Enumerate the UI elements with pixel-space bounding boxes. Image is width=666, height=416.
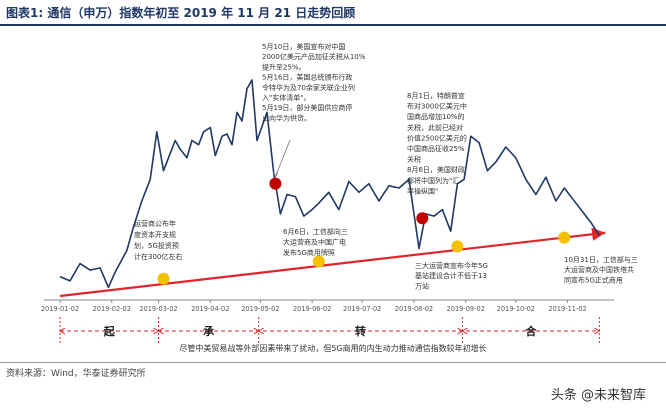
event-marker-yellow-5 bbox=[451, 240, 464, 253]
annotation-line: 国商品增加10%的 bbox=[407, 112, 465, 121]
x-tick-label: 2019-05-02 bbox=[241, 305, 279, 313]
conclusion-caption: 尽管中美贸易战等外部因素带来了扰动，但5G商用的内生动力推动通信指数较年初增长 bbox=[179, 343, 486, 353]
annotation-line: 8月1日，特朗普宣 bbox=[407, 91, 465, 100]
annotation-oct: 10月31日，工信部与三大运营商及中国铁塔共同宣布5G正式商用 bbox=[564, 255, 638, 284]
annotation-line: 价值2500亿美元的 bbox=[407, 133, 467, 142]
annotation-sep: 三大运营商宣布今年5G 基站建设合计不低于13 万站 bbox=[415, 261, 488, 290]
phase-label: 合 bbox=[525, 324, 537, 338]
callout-line bbox=[275, 139, 291, 177]
x-tick-label: 2019-06-02 bbox=[293, 305, 331, 313]
index-line-layer bbox=[59, 79, 600, 289]
source-note: 资料来源：Wind，华泰证券研究所 bbox=[6, 369, 146, 379]
x-axis: 2019-01-02 2019-02-02 2019-03-02 2019-04-02… bbox=[41, 299, 614, 313]
annotation-line: 止向华为供货。 bbox=[262, 113, 311, 122]
annotation-feb: 运营商公布年度资本开支规划，5G投资预计在300亿左右 bbox=[134, 219, 182, 261]
annotation-line: 关税 bbox=[407, 155, 421, 164]
x-tick-label: 2019-10-02 bbox=[497, 305, 535, 313]
x-tick-label: 2019-08-02 bbox=[395, 305, 433, 313]
annotation-line: 入"实体清单"。 bbox=[262, 93, 310, 102]
annotation-line: 三大运营商宣布今年5G bbox=[415, 261, 488, 270]
annotation-line: 关税，此前已经对 bbox=[407, 123, 463, 132]
phase-label: 承 bbox=[203, 324, 215, 338]
phase-arrow-left bbox=[59, 327, 66, 335]
event-marker-yellow-3 bbox=[157, 272, 170, 285]
phase-label: 转 bbox=[355, 324, 366, 338]
annotation-line: 10月31日，工信部与三 bbox=[564, 255, 638, 264]
trend-arrow bbox=[59, 227, 606, 298]
x-tick-label: 2019-03-02 bbox=[139, 305, 177, 313]
annotation-line: 5月16日，美国总统颁布行政 bbox=[262, 73, 352, 82]
x-tick-label: 2019-07-02 bbox=[343, 305, 381, 313]
annotation-line: 大运营商及中国铁塔共 bbox=[564, 265, 634, 274]
annotation-may: 5月10日，美国宣布对中国 2000亿美元产品加征关税从10%提升至25%。 5月1… bbox=[262, 42, 366, 122]
annotation-line: 部将中国列为"汇 bbox=[407, 176, 459, 185]
event-marker-red-2 bbox=[416, 212, 429, 225]
annotation-line: 5月19日，部分美国供应商停 bbox=[262, 103, 352, 112]
annotation-jun: 6月6日，工信部向三大运营商及中国广电发布5G商用牌照 bbox=[283, 227, 348, 257]
annotation-line: 提升至25%。 bbox=[262, 62, 306, 71]
x-tick-label: 2019-11-02 bbox=[548, 305, 586, 313]
annotation-aug: 8月1日，特朗普宣布对3000亿美元中国商品增加10%的关税，此前已经对价值25… bbox=[407, 91, 467, 195]
title-rule bbox=[0, 24, 666, 26]
x-tick-label: 2019-02-02 bbox=[93, 305, 131, 313]
event-markers-layer bbox=[157, 177, 571, 285]
annotation-line: 划，5G投资预 bbox=[134, 241, 179, 250]
figure-title: 图表1: 通信（申万）指数年初至 2019 年 11 月 21 日走势回顾 bbox=[6, 6, 356, 20]
index-line bbox=[59, 79, 600, 289]
annotation-line: 同宣布5G正式商用 bbox=[564, 275, 623, 284]
event-marker-red-1 bbox=[269, 177, 282, 190]
annotation-line: 6月6日，工信部向三 bbox=[283, 227, 348, 236]
phase-arrow-left bbox=[257, 327, 264, 335]
annotations-layer: 运营商公布年度资本开支规划，5G投资预计在300亿左右 5月10日，美国宣布对中国… bbox=[134, 42, 638, 290]
callout-arrowhead bbox=[273, 171, 279, 178]
watermark: 头条 @未来智库 bbox=[550, 388, 646, 403]
annotation-line: 发布5G商用牌照 bbox=[283, 248, 335, 257]
annotation-line: 5月10日，美国宣布对中国 bbox=[262, 42, 345, 51]
phase-bar: 起承转合 bbox=[59, 317, 601, 344]
phase-arrow-left bbox=[157, 327, 164, 335]
annotation-line: 万站 bbox=[415, 281, 429, 290]
annotation-line: 基站建设合计不低于13 bbox=[415, 271, 487, 280]
x-tick-label: 2019-01-02 bbox=[41, 305, 79, 313]
annotation-line: 2000亿美元产品加征关税从10% bbox=[262, 52, 366, 61]
annotation-line: 布对3000亿美元中 bbox=[407, 102, 467, 111]
event-marker-yellow-6 bbox=[558, 231, 571, 244]
annotation-line: 大运营商及中国广电 bbox=[283, 238, 346, 247]
index-trend-chart: 2019-01-02 2019-02-02 2019-03-02 2019-04-02… bbox=[41, 42, 638, 353]
trend-layer bbox=[59, 227, 606, 298]
annotation-line: 度资本开支规 bbox=[134, 230, 176, 239]
phase-arrow-left bbox=[461, 327, 468, 335]
phase-label: 起 bbox=[103, 324, 116, 338]
x-tick-label: 2019-04-02 bbox=[191, 305, 229, 313]
event-marker-yellow-4 bbox=[312, 255, 325, 268]
x-tick-label: 2019-09-02 bbox=[447, 305, 485, 313]
annotation-line: 8月6日，美国财政 bbox=[407, 165, 465, 174]
annotation-line: 运营商公布年 bbox=[134, 219, 176, 228]
annotation-line: 令特华为及70余家关联企业列 bbox=[262, 83, 355, 92]
footer-rule bbox=[0, 362, 666, 363]
annotation-line: 率操纵国" bbox=[407, 186, 438, 195]
annotation-line: 计在300亿左右 bbox=[134, 252, 182, 261]
annotation-line: 中国商品征收25% bbox=[407, 144, 465, 153]
